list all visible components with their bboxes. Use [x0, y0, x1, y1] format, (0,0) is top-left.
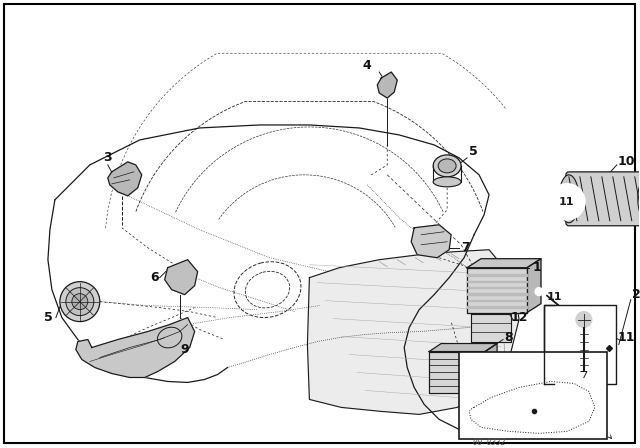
Ellipse shape	[559, 175, 579, 223]
Text: 11: 11	[559, 197, 575, 207]
Text: 6: 6	[150, 271, 159, 284]
Text: 12: 12	[510, 311, 528, 324]
Polygon shape	[377, 72, 397, 98]
Ellipse shape	[438, 159, 456, 173]
Polygon shape	[108, 162, 141, 196]
Text: 11: 11	[618, 331, 636, 344]
Circle shape	[576, 312, 592, 327]
Text: 10: 10	[618, 155, 636, 168]
Ellipse shape	[60, 282, 100, 322]
Polygon shape	[467, 280, 527, 282]
Polygon shape	[429, 352, 485, 393]
Polygon shape	[164, 260, 198, 295]
Text: 5: 5	[468, 146, 477, 159]
Circle shape	[549, 184, 585, 220]
Polygon shape	[467, 274, 527, 276]
Text: 5: 5	[44, 311, 52, 324]
Ellipse shape	[433, 155, 461, 177]
Ellipse shape	[433, 177, 461, 187]
Bar	[459, 352, 607, 439]
Polygon shape	[471, 314, 511, 341]
Polygon shape	[485, 344, 497, 393]
Polygon shape	[307, 250, 519, 414]
Polygon shape	[467, 268, 527, 313]
Text: 7: 7	[461, 241, 470, 254]
Text: 8: 8	[505, 331, 513, 344]
Text: 9: 9	[180, 343, 189, 356]
Bar	[544, 305, 616, 384]
Text: 00 0332: 00 0332	[473, 438, 505, 448]
Ellipse shape	[638, 177, 640, 221]
Polygon shape	[467, 287, 527, 289]
Ellipse shape	[66, 288, 94, 315]
Text: 2: 2	[632, 288, 640, 301]
Text: 4: 4	[363, 59, 372, 72]
Text: 1: 1	[532, 261, 541, 274]
Polygon shape	[467, 300, 527, 301]
Polygon shape	[467, 306, 527, 308]
Polygon shape	[467, 258, 541, 268]
Text: 11: 11	[547, 292, 563, 302]
Circle shape	[535, 288, 543, 296]
Text: 3: 3	[104, 151, 112, 164]
Polygon shape	[467, 293, 527, 295]
Polygon shape	[412, 225, 451, 258]
Polygon shape	[527, 258, 541, 313]
Polygon shape	[429, 344, 497, 352]
Ellipse shape	[72, 293, 88, 310]
Polygon shape	[76, 318, 195, 378]
FancyBboxPatch shape	[566, 172, 640, 226]
